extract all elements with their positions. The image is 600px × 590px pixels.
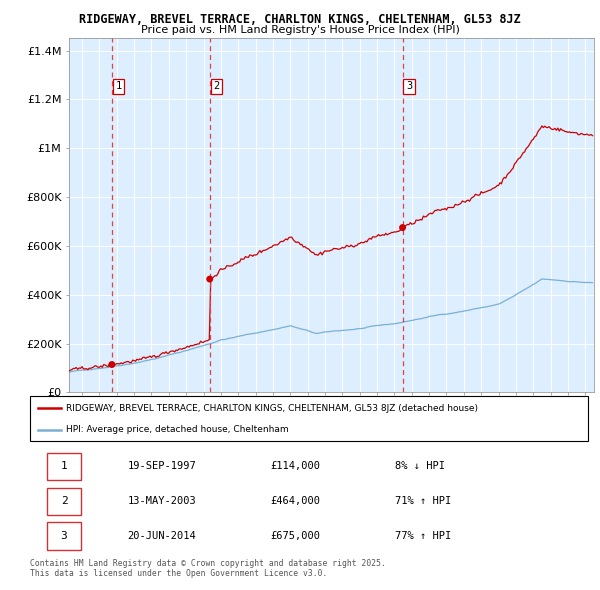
Text: 3: 3: [406, 81, 412, 91]
Text: 2: 2: [213, 81, 220, 91]
Text: £114,000: £114,000: [270, 461, 320, 471]
Text: £464,000: £464,000: [270, 496, 320, 506]
Point: [107, 360, 116, 369]
Text: 13-MAY-2003: 13-MAY-2003: [128, 496, 196, 506]
FancyBboxPatch shape: [30, 396, 588, 441]
FancyBboxPatch shape: [47, 523, 82, 550]
Point: [398, 223, 407, 232]
Text: 77% ↑ HPI: 77% ↑ HPI: [395, 531, 452, 541]
Text: 19-SEP-1997: 19-SEP-1997: [128, 461, 196, 471]
Text: Price paid vs. HM Land Registry's House Price Index (HPI): Price paid vs. HM Land Registry's House …: [140, 25, 460, 35]
Text: 8% ↓ HPI: 8% ↓ HPI: [395, 461, 445, 471]
Text: 1: 1: [115, 81, 122, 91]
Text: £675,000: £675,000: [270, 531, 320, 541]
Text: RIDGEWAY, BREVEL TERRACE, CHARLTON KINGS, CHELTENHAM, GL53 8JZ: RIDGEWAY, BREVEL TERRACE, CHARLTON KINGS…: [79, 13, 521, 26]
Text: HPI: Average price, detached house, Cheltenham: HPI: Average price, detached house, Chel…: [66, 425, 289, 434]
Text: 2: 2: [61, 496, 67, 506]
Text: RIDGEWAY, BREVEL TERRACE, CHARLTON KINGS, CHELTENHAM, GL53 8JZ (detached house): RIDGEWAY, BREVEL TERRACE, CHARLTON KINGS…: [66, 404, 478, 413]
Text: Contains HM Land Registry data © Crown copyright and database right 2025.
This d: Contains HM Land Registry data © Crown c…: [30, 559, 386, 578]
Text: 3: 3: [61, 531, 67, 541]
Text: 20-JUN-2014: 20-JUN-2014: [128, 531, 196, 541]
Text: 1: 1: [61, 461, 67, 471]
Point: [205, 274, 215, 284]
Text: 71% ↑ HPI: 71% ↑ HPI: [395, 496, 452, 506]
FancyBboxPatch shape: [47, 453, 82, 480]
FancyBboxPatch shape: [47, 487, 82, 515]
